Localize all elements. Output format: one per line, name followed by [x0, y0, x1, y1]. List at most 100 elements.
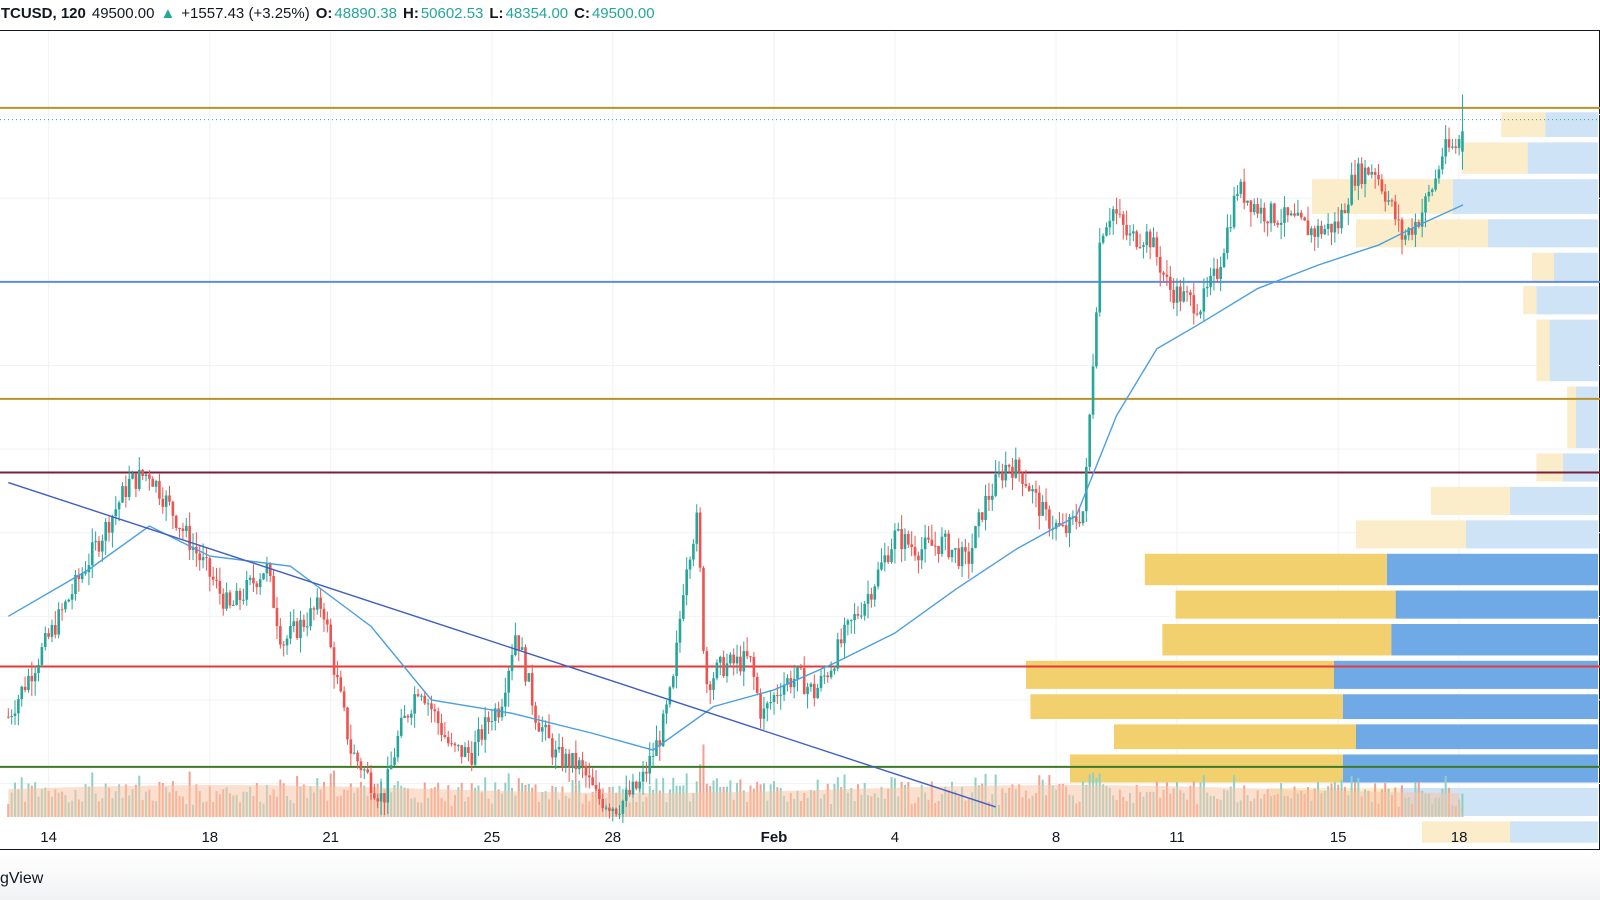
- candle-body: [1145, 231, 1149, 246]
- candle-body: [1165, 274, 1169, 277]
- candle-body: [1078, 521, 1081, 524]
- candle-body: [57, 609, 60, 635]
- candle-body: [13, 713, 17, 717]
- candle-body: [477, 729, 480, 743]
- candle-body: [984, 495, 987, 520]
- candle-body: [1410, 228, 1414, 235]
- candle-body: [765, 703, 769, 709]
- candle-body: [1027, 485, 1031, 492]
- candle-body: [1276, 222, 1280, 225]
- candle-body: [890, 549, 893, 562]
- candle-body: [1340, 209, 1343, 229]
- candle-body: [64, 601, 67, 610]
- candle-body: [1363, 167, 1367, 185]
- candle-body: [117, 502, 121, 510]
- volume-profile-down-bar: [1334, 660, 1598, 689]
- candle-body: [1115, 209, 1118, 214]
- candle-body: [37, 664, 40, 674]
- volume-profile-up-bar: [1030, 694, 1343, 720]
- candle-body: [1420, 212, 1424, 227]
- candle-body: [940, 536, 944, 555]
- candle-body: [530, 673, 534, 706]
- candle-body: [913, 547, 917, 556]
- volume-profile-down-bar: [1527, 142, 1598, 174]
- candle-body: [1071, 516, 1075, 518]
- candle-body: [67, 599, 71, 602]
- candle-body: [799, 666, 803, 669]
- candle-body: [1108, 220, 1112, 228]
- candle-body: [742, 651, 746, 672]
- volume-bar: [702, 744, 705, 817]
- candle-body: [782, 684, 786, 695]
- candle-body: [1397, 219, 1400, 221]
- candle-body: [1266, 221, 1269, 224]
- candle-body: [265, 563, 269, 574]
- candle-body: [282, 644, 285, 646]
- candle-body: [682, 595, 685, 619]
- candle-body: [450, 743, 453, 745]
- candle-body: [598, 788, 601, 799]
- candle-body: [1182, 291, 1186, 302]
- candle-body: [426, 703, 430, 705]
- candle-body: [352, 752, 356, 754]
- candle-body: [1343, 209, 1347, 214]
- candle-body: [232, 604, 235, 606]
- candle-body: [148, 474, 151, 479]
- candle-body: [534, 705, 537, 723]
- candle-body: [1326, 223, 1330, 229]
- candle-body: [876, 569, 880, 587]
- candle-body: [1323, 228, 1327, 235]
- candle-body: [591, 777, 594, 786]
- candle-body: [524, 647, 527, 682]
- candle-body: [480, 729, 484, 740]
- candle-body: [638, 781, 641, 789]
- candle-body: [457, 745, 460, 747]
- candle-body: [1068, 516, 1071, 534]
- candle-body: [1048, 509, 1051, 529]
- symbol-label[interactable]: BTCUSD, 120: [0, 4, 86, 22]
- candle-body: [1001, 472, 1004, 481]
- candle-body: [1393, 201, 1397, 220]
- candle-body: [1360, 163, 1364, 185]
- candle-body: [769, 702, 772, 704]
- volume-profile-down-bar: [1342, 694, 1598, 720]
- candle-body: [30, 675, 34, 682]
- candle-body: [1380, 179, 1384, 192]
- candle-body: [846, 620, 850, 625]
- candle-body: [1236, 193, 1239, 196]
- volume-profile-down-bar: [1510, 486, 1598, 515]
- candle-body: [1424, 196, 1427, 213]
- candle-body: [1135, 231, 1138, 247]
- candle-body: [1242, 181, 1246, 203]
- candle-body: [1125, 224, 1128, 236]
- candle-body: [557, 746, 561, 750]
- candle-body: [1216, 268, 1219, 280]
- candle-body: [974, 526, 977, 548]
- volume-profile-up-bar: [1567, 386, 1576, 449]
- candle-body: [564, 753, 568, 767]
- candle-body: [1199, 311, 1202, 315]
- candle-body: [178, 527, 181, 529]
- candle-body: [1031, 489, 1034, 492]
- candle-body: [1081, 511, 1085, 524]
- candle-body: [1407, 228, 1411, 236]
- volume-profile-down-bar: [1545, 112, 1598, 138]
- candle-body: [1058, 522, 1061, 526]
- volume-profile-down-bar: [1554, 252, 1598, 281]
- candle-body: [715, 662, 719, 679]
- volume-bar: [699, 764, 702, 817]
- candle-body: [735, 656, 739, 664]
- volume-profile-up-bar: [1162, 624, 1392, 656]
- candle-body: [1246, 200, 1249, 203]
- candle-body: [772, 695, 776, 703]
- price-change: +1557.43 (+3.25%): [181, 4, 310, 22]
- volume-profile-down-bar: [1510, 821, 1598, 843]
- candle-body: [692, 543, 695, 560]
- candle-body: [1138, 246, 1142, 248]
- candle-body: [262, 573, 265, 580]
- volume-profile-up-bar: [1461, 142, 1528, 174]
- candle-body: [23, 686, 27, 691]
- price-chart[interactable]: 14 18 21 25 28 Feb 4 8 11 15 18: [0, 31, 1600, 849]
- candle-body: [141, 469, 144, 476]
- candle-body: [554, 749, 558, 758]
